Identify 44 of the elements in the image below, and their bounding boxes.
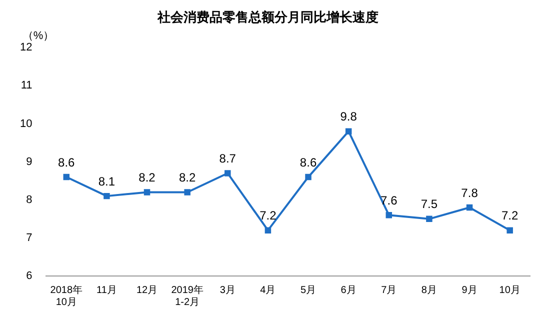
data-label: 7.8	[461, 186, 478, 200]
x-tick-label: 12月	[136, 284, 158, 296]
point	[184, 189, 190, 196]
y-tick-label: 10	[20, 118, 32, 130]
data-label: 9.8	[340, 110, 358, 124]
point	[426, 216, 432, 222]
data-label: 7.2	[502, 208, 519, 223]
point	[264, 227, 272, 234]
point	[345, 128, 352, 134]
x-tick-label: 4月	[260, 284, 276, 296]
y-tick-label: 6	[26, 270, 32, 282]
point	[305, 174, 312, 180]
point	[224, 170, 231, 176]
x-tick-label: 10月	[499, 284, 520, 296]
point	[386, 212, 392, 218]
data-label: 7.2	[260, 208, 277, 223]
data-label: 8.6	[58, 155, 76, 170]
y-axis-title: （%）	[22, 30, 54, 42]
point	[466, 204, 473, 211]
data-label: 7.5	[420, 197, 438, 212]
x-tick-label: 11月	[96, 284, 117, 296]
data-label: 8.6	[300, 155, 317, 170]
y-tick-label: 9	[26, 156, 32, 168]
y-tick-label: 12	[20, 42, 32, 54]
x-tick-label: 8月	[421, 284, 437, 296]
x-tick-label: 2018年 10月	[50, 284, 83, 308]
x-tick-label: 9月	[462, 284, 478, 296]
x-tick-label: 6月	[340, 284, 356, 296]
y-tick-label: 8	[26, 194, 32, 206]
x-tick-label: 5月	[300, 284, 316, 296]
data-label: 8.2	[178, 170, 196, 185]
point	[63, 174, 70, 180]
data-label: 8.1	[98, 174, 116, 188]
x-tick-label: 3月	[220, 284, 236, 296]
point	[144, 189, 150, 196]
data-label: 8.2	[138, 170, 156, 185]
point	[104, 192, 110, 200]
y-tick-label: 7	[26, 232, 32, 244]
point	[506, 227, 513, 234]
x-tick-label: 2019年 1-2月	[171, 284, 204, 308]
chart-title: 社会消费品零售总额分月同比增长速度	[156, 9, 378, 24]
data-label: 8.7	[219, 152, 236, 166]
x-tick-label: 7月	[381, 284, 397, 296]
y-tick-label: 11	[20, 80, 32, 92]
